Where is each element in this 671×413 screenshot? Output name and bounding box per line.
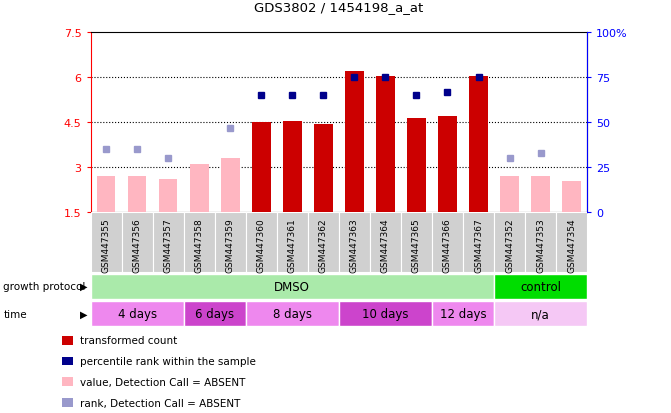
Text: GSM447355: GSM447355: [101, 218, 111, 272]
Bar: [370, 213, 401, 273]
Bar: [62, 357, 73, 366]
Text: transformed count: transformed count: [81, 335, 178, 345]
Bar: [339, 301, 432, 327]
Text: n/a: n/a: [531, 308, 550, 320]
Text: GSM447352: GSM447352: [505, 218, 514, 272]
Bar: [221, 159, 240, 213]
Bar: [97, 177, 115, 213]
Bar: [190, 165, 209, 213]
Bar: [62, 398, 73, 407]
Bar: [91, 274, 494, 299]
Bar: [494, 274, 587, 299]
Bar: [494, 301, 587, 327]
Text: GSM447357: GSM447357: [164, 218, 172, 272]
Text: GSM447363: GSM447363: [350, 218, 359, 272]
Text: GSM447362: GSM447362: [319, 218, 328, 272]
Text: control: control: [520, 280, 561, 293]
Text: ▶: ▶: [80, 281, 87, 292]
Text: GSM447358: GSM447358: [195, 218, 204, 272]
Bar: [91, 213, 121, 273]
Text: GSM447364: GSM447364: [381, 218, 390, 272]
Bar: [127, 177, 146, 213]
Bar: [432, 213, 463, 273]
Bar: [556, 213, 587, 273]
Text: 4 days: 4 days: [117, 308, 157, 320]
Text: GSM447360: GSM447360: [257, 218, 266, 272]
Text: percentile rank within the sample: percentile rank within the sample: [81, 356, 256, 366]
Text: 8 days: 8 days: [273, 308, 312, 320]
Bar: [184, 301, 246, 327]
Bar: [345, 72, 364, 213]
Text: GSM447353: GSM447353: [536, 218, 545, 272]
Bar: [463, 213, 494, 273]
Text: GSM447366: GSM447366: [443, 218, 452, 272]
Bar: [277, 213, 308, 273]
Bar: [531, 177, 550, 213]
Text: growth protocol: growth protocol: [3, 281, 86, 292]
Text: GDS3802 / 1454198_a_at: GDS3802 / 1454198_a_at: [254, 2, 423, 14]
Bar: [246, 213, 277, 273]
Text: ▶: ▶: [80, 309, 87, 319]
Bar: [62, 336, 73, 345]
Text: GSM447356: GSM447356: [133, 218, 142, 272]
Text: 6 days: 6 days: [195, 308, 234, 320]
Text: 10 days: 10 days: [362, 308, 409, 320]
Text: time: time: [3, 309, 27, 319]
Bar: [469, 76, 488, 213]
Bar: [159, 180, 177, 213]
Bar: [500, 177, 519, 213]
Bar: [121, 213, 153, 273]
Bar: [252, 123, 270, 213]
Bar: [314, 124, 333, 213]
Bar: [283, 121, 301, 213]
Text: GSM447359: GSM447359: [225, 218, 235, 272]
Bar: [215, 213, 246, 273]
Bar: [246, 301, 339, 327]
Bar: [153, 213, 184, 273]
Text: value, Detection Call = ABSENT: value, Detection Call = ABSENT: [81, 377, 246, 387]
Bar: [401, 213, 432, 273]
Text: GSM447367: GSM447367: [474, 218, 483, 272]
Text: GSM447365: GSM447365: [412, 218, 421, 272]
Bar: [184, 213, 215, 273]
Bar: [494, 213, 525, 273]
Bar: [308, 213, 339, 273]
Text: GSM447354: GSM447354: [567, 218, 576, 272]
Bar: [91, 301, 184, 327]
Bar: [376, 76, 395, 213]
Bar: [432, 301, 494, 327]
Bar: [339, 213, 370, 273]
Text: 12 days: 12 days: [440, 308, 486, 320]
Text: GSM447361: GSM447361: [288, 218, 297, 272]
Text: DMSO: DMSO: [274, 280, 310, 293]
Bar: [438, 117, 457, 213]
Bar: [62, 377, 73, 386]
Bar: [562, 181, 581, 213]
Bar: [407, 119, 425, 213]
Bar: [525, 213, 556, 273]
Text: rank, Detection Call = ABSENT: rank, Detection Call = ABSENT: [81, 398, 241, 408]
